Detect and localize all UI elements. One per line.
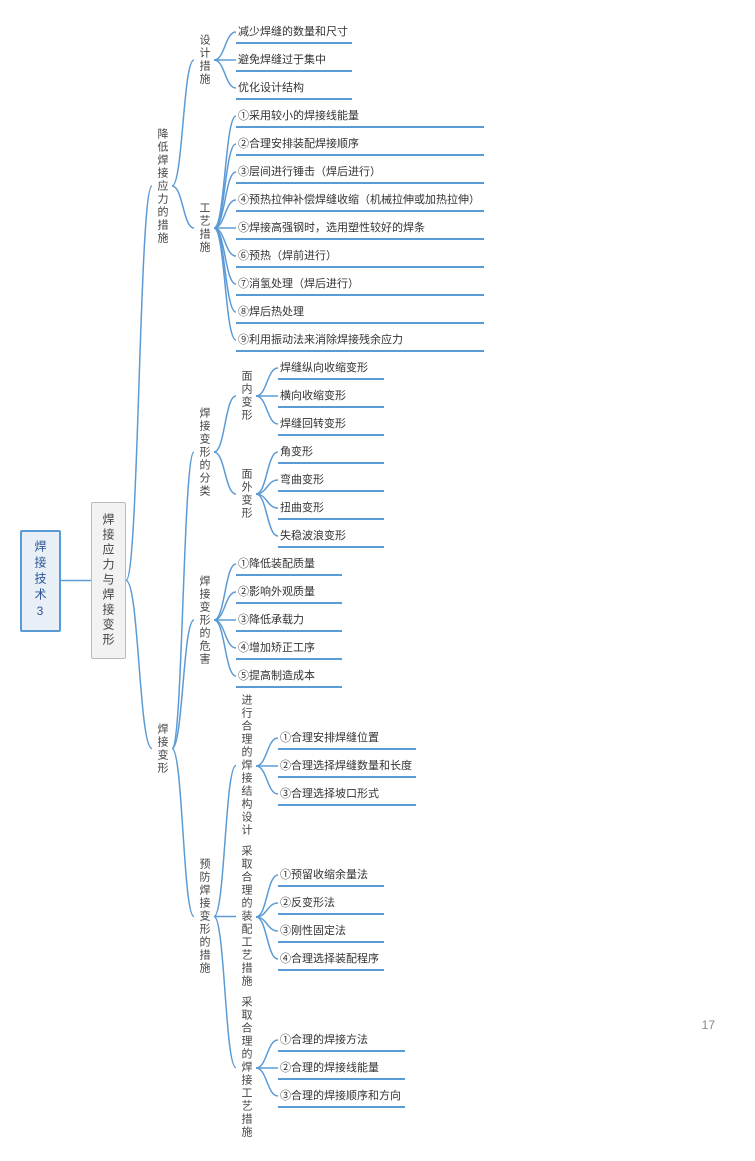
leaf-node: ①预留收缩余量法 — [278, 863, 384, 887]
leaf-node: ④增加矫正工序 — [236, 636, 342, 660]
leaf-node: ①降低装配质量 — [236, 552, 342, 576]
branch-label: 焊接变形的分类 — [194, 405, 214, 500]
leaf-node: ③合理的焊接顺序和方向 — [278, 1084, 405, 1108]
page-number: 17 — [702, 1018, 715, 1032]
leaf-node: ④预热拉伸补偿焊缝收缩（机械拉伸或加热拉伸） — [236, 188, 484, 212]
root-node: 焊接技术3 — [20, 530, 61, 632]
leaf-node: ③刚性固定法 — [278, 919, 384, 943]
leaf-node: 弯曲变形 — [278, 468, 384, 492]
leaf-node: 优化设计结构 — [236, 76, 352, 100]
leaf-node: ①采用较小的焊接线能量 — [236, 104, 484, 128]
leaf-node: ②影响外观质量 — [236, 580, 342, 604]
branch-label: 工艺措施 — [194, 200, 214, 256]
branch-label: 焊接变形的危害 — [194, 573, 214, 668]
leaf-node: 失稳波浪变形 — [278, 524, 384, 548]
leaf-node: 焊缝回转变形 — [278, 412, 384, 436]
branch-label: 设计措施 — [194, 32, 214, 88]
leaf-node: ⑨利用振动法来消除焊接残余应力 — [236, 328, 484, 352]
leaf-node: 角变形 — [278, 440, 384, 464]
leaf-node: ①合理的焊接方法 — [278, 1028, 405, 1052]
branch-label: 面内变形 — [236, 368, 256, 424]
leaf-node: ②合理的焊接线能量 — [278, 1056, 405, 1080]
branch-label: 面外变形 — [236, 466, 256, 522]
leaf-node: 横向收缩变形 — [278, 384, 384, 408]
leaf-node: ⑦消氢处理（焊后进行） — [236, 272, 484, 296]
branch-label: 降低焊接应力的措施 — [152, 126, 172, 247]
branch-label: 进行合理的焊接结构设计 — [236, 692, 256, 839]
branch-label: 采取合理的装配工艺措施 — [236, 843, 256, 990]
leaf-node: 避免焊缝过于集中 — [236, 48, 352, 72]
leaf-node: ②合理安排装配焊接顺序 — [236, 132, 484, 156]
leaf-node: ②反变形法 — [278, 891, 384, 915]
leaf-node: ①合理安排焊缝位置 — [278, 726, 416, 750]
leaf-node: ③层间进行锤击（焊后进行） — [236, 160, 484, 184]
leaf-node: 减少焊缝的数量和尺寸 — [236, 20, 352, 44]
leaf-node: ③降低承载力 — [236, 608, 342, 632]
leaf-node: 扭曲变形 — [278, 496, 384, 520]
leaf-node: ⑤提高制造成本 — [236, 664, 342, 688]
branch-label: 预防焊接变形的措施 — [194, 856, 214, 977]
leaf-node: ⑤焊接高强钢时，选用塑性较好的焊条 — [236, 216, 484, 240]
leaf-node: 焊缝纵向收缩变形 — [278, 356, 384, 380]
leaf-node: ⑧焊后热处理 — [236, 300, 484, 324]
level2-node: 焊接应力与焊接变形 — [91, 502, 126, 659]
leaf-node: ②合理选择焊缝数量和长度 — [278, 754, 416, 778]
branch-label: 采取合理的焊接工艺措施 — [236, 994, 256, 1141]
leaf-node: ④合理选择装配程序 — [278, 947, 384, 971]
leaf-node: ⑥预热（焊前进行） — [236, 244, 484, 268]
leaf-node: ③合理选择坡口形式 — [278, 782, 416, 806]
branch-label: 焊接变形 — [152, 721, 172, 777]
